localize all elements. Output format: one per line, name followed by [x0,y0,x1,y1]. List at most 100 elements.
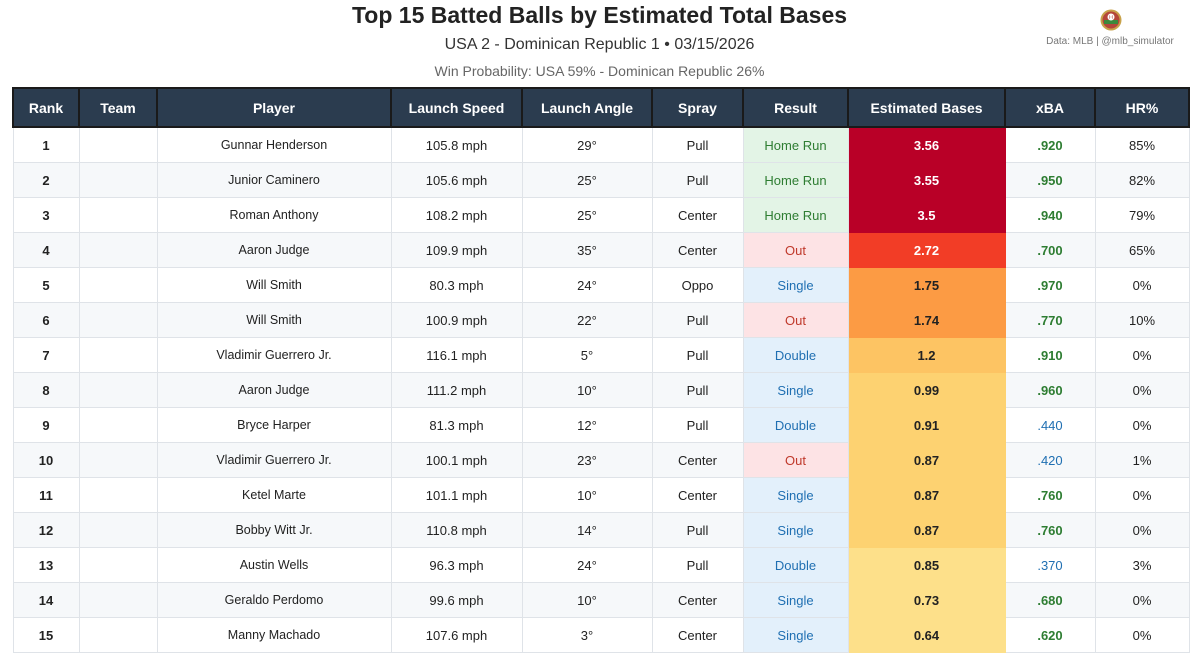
xba-cell: .370 [1004,547,1096,583]
spray-cell: Center [651,617,744,653]
launch-angle-cell: 23° [521,442,653,478]
table-row: 10 Vladimir Guerrero Jr. 100.1 mph 23° Cente… [12,442,1190,478]
column-header: Launch Speed [390,87,523,128]
launch-speed-cell: 107.6 mph [390,617,523,653]
rank-cell: 10 [12,442,80,478]
player-cell: Will Smith [156,267,392,303]
team-cell [78,477,158,513]
team-cell [78,442,158,478]
table-row: 11 Ketel Marte 101.1 mph 10° Center Single 0.8… [12,477,1190,513]
page-title: Top 15 Batted Balls by Estimated Total B… [351,2,848,28]
team-cell [78,337,158,373]
launch-angle-cell: 10° [521,372,653,408]
result-cell: Double [742,337,849,373]
table-row: 15 Manny Machado 107.6 mph 3° Center Single 0.… [12,617,1190,653]
hr-pct-cell: 82% [1094,162,1190,198]
launch-angle-cell: 12° [521,407,653,443]
hr-pct-cell: 79% [1094,197,1190,233]
player-cell: Gunnar Henderson [156,126,392,163]
hr-pct-cell: 65% [1094,232,1190,268]
launch-angle-cell: 10° [521,582,653,618]
result-cell: Single [742,372,849,408]
team-cell [78,197,158,233]
rank-cell: 12 [12,512,80,548]
launch-speed-cell: 111.2 mph [390,372,523,408]
hr-pct-cell: 0% [1094,477,1190,513]
xba-cell: .970 [1004,267,1096,303]
rank-cell: 7 [12,337,80,373]
table-row: 4 Aaron Judge 109.9 mph 35° Center Out 2.72.70… [12,232,1190,268]
spray-cell: Pull [651,302,744,338]
hr-pct-cell: 0% [1094,617,1190,653]
launch-angle-cell: 22° [521,302,653,338]
estimated-bases-cell: 3.55 [847,162,1006,198]
player-cell: Geraldo Perdomo [156,582,392,618]
player-cell: Ketel Marte [156,477,392,513]
rank-cell: 13 [12,547,80,583]
launch-speed-cell: 81.3 mph [390,407,523,443]
estimated-bases-cell: 3.5 [847,197,1006,233]
result-cell: Out [742,302,849,338]
estimated-bases-cell: 0.73 [847,582,1006,618]
data-credit: Data: MLB | @mlb_simulator [1046,36,1174,47]
estimated-bases-cell: 0.64 [847,617,1006,653]
spray-cell: Center [651,442,744,478]
hr-pct-cell: 0% [1094,372,1190,408]
table-row: 2 Junior Caminero 105.6 mph 25° Pull Home Run… [12,162,1190,198]
spray-cell: Pull [651,547,744,583]
xba-cell: .440 [1004,407,1096,443]
team-cell [78,547,158,583]
hr-pct-cell: 10% [1094,302,1190,338]
result-cell: Single [742,617,849,653]
launch-speed-cell: 99.6 mph [390,582,523,618]
team-cell [78,126,158,163]
xba-cell: .420 [1004,442,1096,478]
launch-speed-cell: 100.9 mph [390,302,523,338]
estimated-bases-cell: 3.56 [847,126,1006,163]
rank-cell: 3 [12,197,80,233]
hr-pct-cell: 0% [1094,267,1190,303]
team-cell [78,617,158,653]
rank-cell: 4 [12,232,80,268]
result-cell: Out [742,442,849,478]
launch-speed-cell: 80.3 mph [390,267,523,303]
result-cell: Double [742,547,849,583]
column-header: Spray [651,87,744,128]
spray-cell: Center [651,477,744,513]
xba-cell: .680 [1004,582,1096,618]
player-cell: Vladimir Guerrero Jr. [156,442,392,478]
launch-speed-cell: 100.1 mph [390,442,523,478]
team-cell [78,267,158,303]
estimated-bases-cell: 0.85 [847,547,1006,583]
win-probability: Win Probability: USA 59% - Dominican Rep… [434,63,765,79]
launch-speed-cell: 116.1 mph [390,337,523,373]
xba-cell: .770 [1004,302,1096,338]
estimated-bases-cell: 0.99 [847,372,1006,408]
xba-cell: .700 [1004,232,1096,268]
rank-cell: 6 [12,302,80,338]
rank-cell: 1 [12,126,80,163]
xba-cell: .960 [1004,372,1096,408]
table-header-row: Rank Team Player Launch Speed Launch Ang… [12,87,1190,128]
column-header: HR% [1094,87,1190,128]
table-row: 1 Gunnar Henderson 105.8 mph 29° Pull Home Ru… [12,126,1190,163]
hr-pct-cell: 0% [1094,582,1190,618]
player-cell: Vladimir Guerrero Jr. [156,337,392,373]
launch-speed-cell: 105.6 mph [390,162,523,198]
table-row: 13 Austin Wells 96.3 mph 24° Pull Double 0.85.… [12,547,1190,583]
launch-angle-cell: 3° [521,617,653,653]
player-cell: Junior Caminero [156,162,392,198]
column-header: Rank [12,87,80,128]
estimated-bases-cell: 2.72 [847,232,1006,268]
column-header: Player [156,87,392,128]
launch-angle-cell: 24° [521,267,653,303]
spray-cell: Pull [651,337,744,373]
hr-pct-cell: 0% [1094,512,1190,548]
result-cell: Single [742,477,849,513]
result-cell: Double [742,407,849,443]
launch-angle-cell: 35° [521,232,653,268]
xba-cell: .950 [1004,162,1096,198]
xba-cell: .910 [1004,337,1096,373]
column-header: Result [742,87,849,128]
spray-cell: Pull [651,407,744,443]
